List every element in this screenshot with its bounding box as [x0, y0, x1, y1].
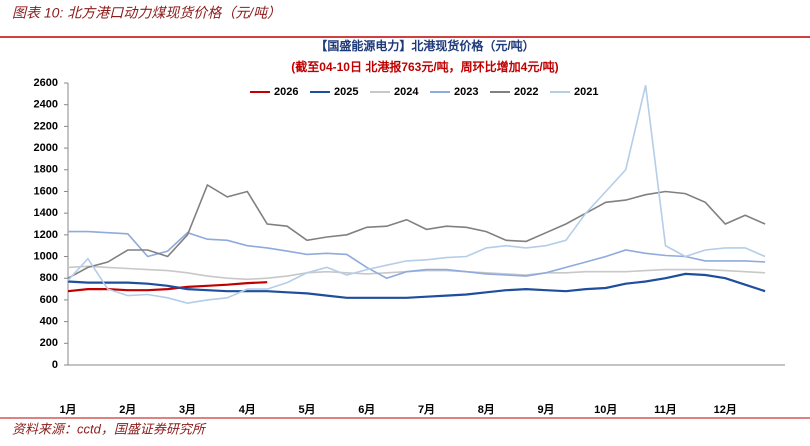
y-tick-label: 0	[52, 359, 58, 371]
x-tick-label: 1月	[59, 403, 76, 416]
series-line	[67, 183, 766, 279]
y-tick-label: 1800	[34, 164, 58, 176]
y-tick-label: 400	[40, 316, 58, 328]
y-tick-label: 1000	[34, 250, 58, 262]
x-tick-label: 7月	[418, 403, 435, 416]
legend-label: 2025	[334, 86, 358, 98]
y-tick-label: 2200	[34, 120, 58, 132]
legend-label: 2024	[394, 86, 419, 98]
y-tick-label: 200	[40, 337, 58, 349]
series-line	[67, 281, 268, 293]
y-tick-label: 2600	[34, 77, 58, 89]
chart-title: 【国盛能源电力】北港现货价格（元/吨）	[315, 38, 534, 53]
y-tick-label: 1200	[34, 229, 58, 241]
series-line	[67, 85, 766, 305]
legend-label: 2023	[454, 86, 478, 98]
figure-title: 图表 10: 北方港口动力煤现货价格（元/吨）	[12, 5, 281, 21]
series-line	[68, 230, 766, 280]
x-tick-label: 8月	[478, 403, 495, 416]
x-tick-label: 11月	[654, 403, 677, 416]
legend-label: 2022	[514, 86, 538, 98]
legend-label: 2021	[574, 86, 598, 98]
source-note: 资料来源：cctd，国盛证券研究所	[12, 421, 207, 436]
x-tick-label: 4月	[239, 403, 256, 416]
x-tick-label: 3月	[179, 403, 196, 416]
series-line	[67, 265, 766, 281]
x-tick-label: 5月	[298, 403, 315, 416]
x-tick-label: 2月	[119, 403, 136, 416]
x-tick-label: 9月	[537, 403, 554, 416]
y-tick-label: 1600	[34, 185, 58, 197]
y-tick-label: 600	[40, 294, 58, 306]
y-tick-label: 1400	[34, 207, 58, 219]
legend-label: 2026	[274, 86, 298, 98]
y-tick-label: 2000	[34, 142, 58, 154]
y-tick-label: 800	[40, 272, 58, 284]
x-tick-label: 10月	[594, 403, 617, 416]
x-tick-label: 6月	[358, 403, 375, 416]
series-line	[67, 272, 766, 299]
y-tick-label: 2400	[34, 99, 58, 111]
x-tick-label: 12月	[714, 403, 737, 416]
chart-subtitle: (截至04-10日 北港报763元/吨，周环比增加4元/吨)	[291, 59, 558, 74]
